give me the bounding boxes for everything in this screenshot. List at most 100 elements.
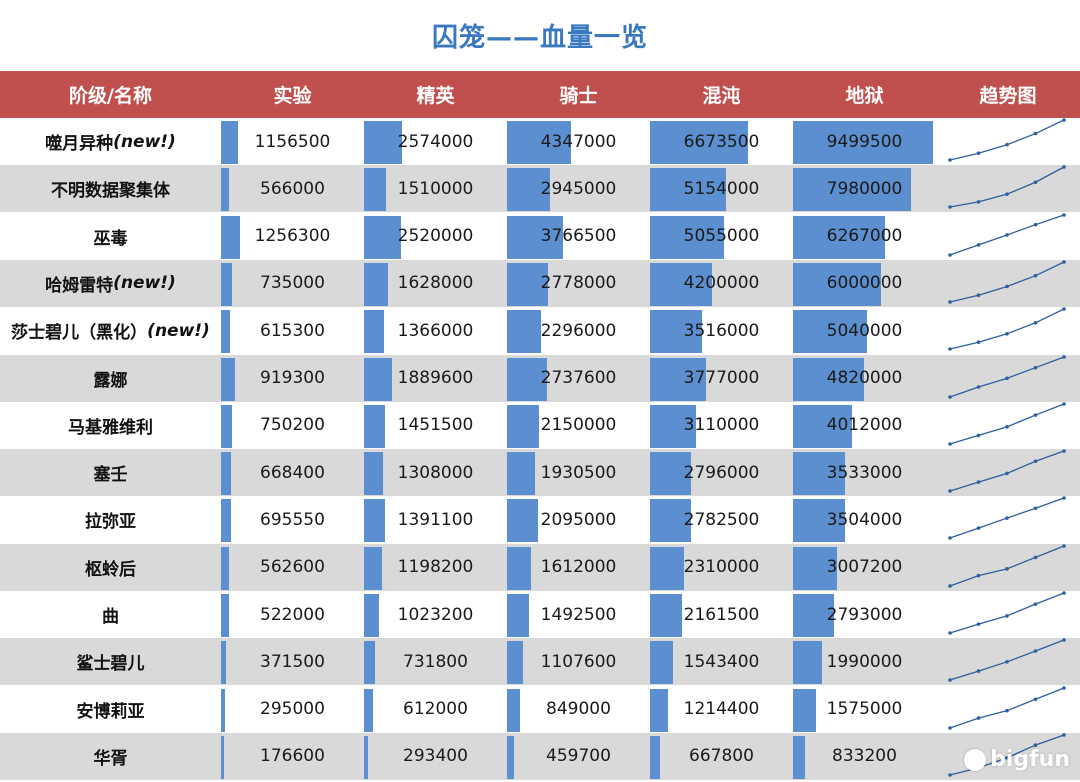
sparkline-point xyxy=(1062,638,1066,643)
sparkline-point xyxy=(1005,284,1009,289)
sparkline-point xyxy=(976,293,981,297)
sparkline-point xyxy=(1062,733,1066,737)
hp-data-bar xyxy=(507,121,572,164)
header-experiment: 实验 xyxy=(273,85,312,107)
sparkline-point xyxy=(976,384,981,389)
sparkline-path xyxy=(949,450,1065,492)
sparkline-point xyxy=(1005,566,1009,571)
hp-data-bar xyxy=(507,594,529,637)
hp-cell: 1308000 xyxy=(364,449,507,496)
hp-cell: 5055000 xyxy=(650,213,793,260)
sparkline-point xyxy=(948,631,952,635)
hp-cell: 4820000 xyxy=(793,355,936,402)
hp-value: 1107600 xyxy=(540,651,617,672)
hp-data-bar xyxy=(793,215,886,259)
hp-value: 6673500 xyxy=(683,131,760,152)
hp-value: 695550 xyxy=(260,509,325,530)
sparkline-point xyxy=(948,300,952,304)
hp-cell: 1451500 xyxy=(364,402,507,449)
sparkline-point xyxy=(1033,222,1038,227)
hp-data-bar xyxy=(793,310,868,354)
hp-data-bar xyxy=(793,499,845,543)
sparkline-point xyxy=(948,489,952,493)
boss-name: 哈姆雷特 (new!) xyxy=(0,260,221,307)
hp-cell: 2095000 xyxy=(507,496,650,543)
sparkline-point xyxy=(1062,401,1066,406)
hp-value: 612000 xyxy=(403,699,468,720)
watermark-logo: bigfun xyxy=(964,747,1070,772)
trend-sparkline xyxy=(948,638,1066,683)
sparkline-point xyxy=(1033,413,1038,417)
sparkline-point xyxy=(948,394,952,399)
sparkline-point xyxy=(976,242,981,247)
hp-cell: 9499500 xyxy=(793,118,936,165)
sparkline-point xyxy=(1033,131,1038,136)
hp-value: 3516000 xyxy=(683,320,760,341)
trend-sparkline xyxy=(948,165,1066,210)
hp-value: 3766500 xyxy=(540,226,617,247)
hp-cell: 3516000 xyxy=(650,307,793,354)
table-row: 拉弥亚 695550 1391100 2095000 2782500 3504000 xyxy=(0,496,1080,543)
hp-data-bar xyxy=(793,688,817,732)
boss-name-text: 不明数据聚集体 xyxy=(51,181,170,202)
sparkline-point xyxy=(1062,685,1066,690)
hp-data-bar xyxy=(507,735,514,779)
hp-value: 1543400 xyxy=(683,651,760,672)
hp-cell: 295000 xyxy=(221,686,364,733)
boss-name: 马基雅维利 xyxy=(0,402,221,449)
sparkline-point xyxy=(1005,192,1009,197)
hp-data-bar xyxy=(364,546,382,590)
hp-value: 459700 xyxy=(546,746,611,767)
hp-value: 176600 xyxy=(260,746,325,767)
hp-data-bar xyxy=(221,310,231,354)
hp-value: 1214400 xyxy=(683,699,760,720)
boss-name: 塞壬 xyxy=(0,449,221,496)
hp-data-bar xyxy=(650,121,749,164)
hp-value: 562600 xyxy=(260,557,325,578)
hp-value: 4012000 xyxy=(826,415,903,436)
hp-cell: 6673500 xyxy=(650,118,793,165)
hp-value: 4200000 xyxy=(683,273,760,294)
hp-data-bar xyxy=(221,262,232,306)
boss-name: 巫毒 xyxy=(0,213,221,260)
hp-cell: 522000 xyxy=(221,591,364,638)
sparkline-path xyxy=(949,686,1065,729)
hp-cell: 695550 xyxy=(221,496,364,543)
hp-value: 4347000 xyxy=(540,131,617,152)
hp-cell: 2310000 xyxy=(650,544,793,591)
new-tag: (new!) xyxy=(147,320,210,341)
table-row: 安博莉亚 295000 612000 849000 1214400 1575000 xyxy=(0,685,1080,733)
trend-sparkline xyxy=(948,260,1066,304)
hp-value: 3110000 xyxy=(683,415,760,436)
hp-cell: 4200000 xyxy=(650,260,793,307)
hp-value: 5055000 xyxy=(683,226,760,247)
sparkline-point xyxy=(1062,449,1066,453)
hp-data-bar xyxy=(650,168,726,212)
table-row: 不明数据聚集体 566000 1510000 2945000 5154000 798000… xyxy=(0,165,1080,213)
hp-cell: 849000 xyxy=(507,686,650,733)
hp-data-bar xyxy=(793,594,835,637)
hp-cell: 2782500 xyxy=(650,496,793,543)
hp-cell: 1612000 xyxy=(507,544,650,591)
boss-name-text: 枢蛉后 xyxy=(85,559,136,580)
hp-data-bar xyxy=(507,452,536,496)
hp-data-bar xyxy=(650,594,682,637)
hp-data-bar xyxy=(507,357,548,401)
sparkline-point xyxy=(976,669,981,674)
boss-name: 安博莉亚 xyxy=(0,686,221,733)
boss-name: 鲨士碧儿 xyxy=(0,638,221,685)
hp-cell: 3007200 xyxy=(793,544,936,591)
hp-data-bar xyxy=(507,499,538,543)
sparkline-point xyxy=(1005,614,1009,618)
table-row: 华胥 176600 293400 459700 667800 833200 xyxy=(0,732,1080,780)
hp-cell: 2793000 xyxy=(793,591,936,638)
trend-sparkline xyxy=(948,212,1066,257)
hp-data-bar xyxy=(221,452,231,496)
hp-value: 1612000 xyxy=(540,557,617,578)
hp-data-bar xyxy=(221,688,226,732)
hp-cell: 2737600 xyxy=(507,355,650,402)
sparkline-point xyxy=(976,151,981,156)
hp-cell: 2161500 xyxy=(650,591,793,638)
sparkline-path xyxy=(949,119,1065,161)
trend-sparkline xyxy=(948,401,1066,446)
